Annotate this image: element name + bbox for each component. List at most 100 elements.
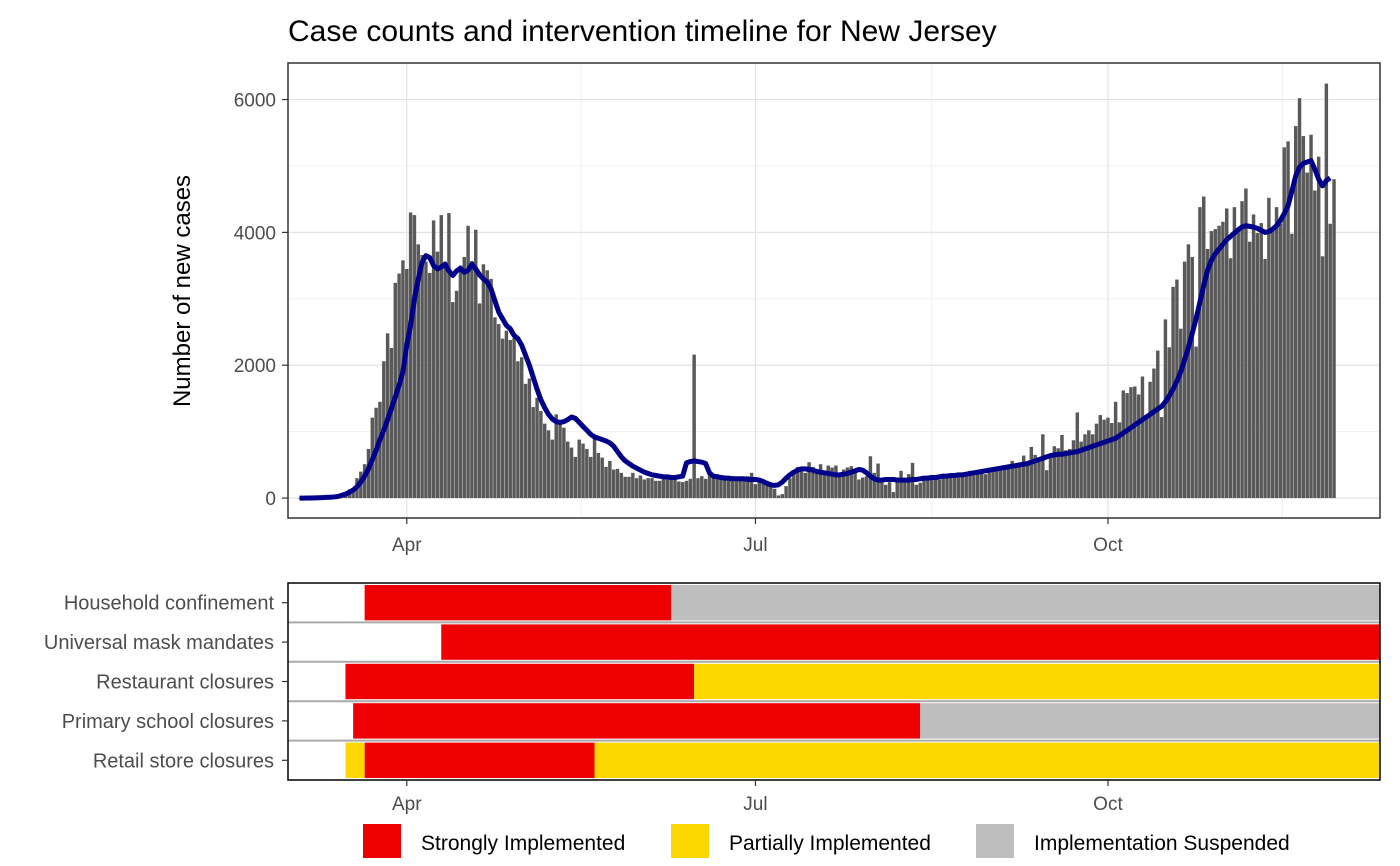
- case-bar: [715, 474, 719, 499]
- intervention-segment: [345, 663, 695, 700]
- case-bar: [408, 212, 413, 499]
- case-bar: [646, 478, 650, 499]
- case-bar: [1313, 190, 1317, 499]
- case-bar: [811, 466, 815, 499]
- case-bar: [968, 470, 972, 499]
- case-bar: [1282, 147, 1286, 499]
- case-bar: [891, 492, 896, 499]
- case-bar: [1144, 418, 1148, 499]
- case-bar: [822, 471, 827, 499]
- case-bar: [749, 472, 754, 499]
- case-bar: [1309, 134, 1313, 499]
- intervention-segment: [594, 742, 1380, 778]
- legend-label: Implementation Suspended: [1034, 832, 1290, 855]
- case-bar: [995, 466, 999, 499]
- intervention-segment: [364, 742, 595, 778]
- case-bar: [619, 472, 624, 499]
- case-bar: [956, 473, 961, 499]
- case-bar: [351, 488, 355, 499]
- case-bar: [642, 479, 647, 499]
- case-bar: [937, 479, 942, 499]
- case-bar: [1110, 423, 1114, 499]
- case-bar: [405, 268, 409, 499]
- case-bar: [604, 466, 608, 499]
- case-bar: [439, 215, 443, 499]
- case-bar: [803, 472, 807, 499]
- case-bar: [611, 469, 616, 499]
- x-axis-ticks: Apr Jul Oct: [392, 518, 1123, 556]
- intervention-segment: [694, 663, 1380, 700]
- case-bar: [1025, 461, 1030, 499]
- case-bar: [1098, 415, 1103, 499]
- case-bar: [1067, 448, 1072, 499]
- case-bar: [1163, 319, 1168, 499]
- case-bar: [412, 215, 417, 499]
- case-bar: [765, 480, 769, 499]
- case-bar: [1240, 201, 1244, 499]
- case-bar: [631, 472, 635, 499]
- case-bar: [949, 476, 953, 499]
- case-bar: [451, 302, 455, 499]
- intervention-labels: Household confinement Universal mask mand…: [44, 593, 288, 772]
- case-bar: [1255, 233, 1260, 499]
- timeline-grid: [288, 621, 1380, 742]
- case-bar: [581, 443, 585, 499]
- case-bar: [435, 251, 440, 499]
- case-bar: [1248, 241, 1252, 499]
- case-bar: [520, 357, 524, 499]
- case-bar: [799, 470, 804, 499]
- case-bar: [1125, 393, 1129, 499]
- case-bar: [1048, 455, 1053, 499]
- case-bar: [546, 430, 551, 499]
- case-bar: [1006, 464, 1011, 499]
- case-bar: [1244, 188, 1248, 499]
- x-tick-label: Jul: [743, 794, 767, 815]
- case-bar: [1106, 417, 1110, 499]
- case-bar: [1010, 460, 1014, 499]
- case-bar: [1293, 126, 1298, 499]
- case-bar: [933, 477, 938, 499]
- case-bar: [723, 475, 727, 499]
- legend-swatch: [363, 824, 401, 858]
- case-bar: [497, 324, 501, 499]
- case-bar: [914, 484, 919, 499]
- case-bar: [872, 472, 876, 499]
- case-bar: [1018, 464, 1022, 499]
- case-bar: [1301, 136, 1306, 499]
- case-bar: [726, 479, 731, 499]
- case-bar: [1217, 225, 1221, 499]
- case-bar: [941, 476, 945, 499]
- case-bar: [1044, 470, 1049, 499]
- case-bar: [447, 213, 451, 499]
- case-count-panel: 0 2000 4000 6000 Apr Jul Oct Number of new ca…: [169, 62, 1381, 556]
- case-bar: [531, 407, 535, 499]
- case-bar: [864, 476, 869, 499]
- y-tick-label: 2000: [234, 356, 276, 377]
- legend: Strongly Implemented Partially Implemente…: [363, 824, 1290, 858]
- case-bar: [1002, 466, 1007, 499]
- case-bar: [504, 330, 509, 499]
- case-bar: [588, 456, 593, 499]
- timeline-x-ticks: Apr Jul Oct: [392, 780, 1123, 815]
- legend-swatch: [976, 824, 1014, 858]
- case-bar: [780, 494, 784, 499]
- intervention-label: Universal mask mandates: [44, 632, 274, 654]
- case-bar: [1213, 229, 1217, 499]
- case-bar: [1198, 207, 1202, 499]
- case-bar: [1060, 434, 1064, 499]
- case-bar: [569, 447, 574, 499]
- legend-swatch: [671, 824, 709, 858]
- intervention-segment: [671, 585, 1380, 621]
- case-bar: [650, 478, 654, 499]
- case-bar: [1263, 258, 1267, 499]
- case-bar: [527, 378, 532, 499]
- case-bar: [998, 466, 1003, 499]
- case-bar: [1064, 450, 1068, 499]
- case-bar: [1274, 207, 1279, 499]
- case-bar: [523, 383, 528, 499]
- case-bar: [516, 361, 520, 499]
- case-bar: [539, 411, 543, 499]
- case-bar: [477, 303, 482, 499]
- case-bar: [1083, 434, 1087, 499]
